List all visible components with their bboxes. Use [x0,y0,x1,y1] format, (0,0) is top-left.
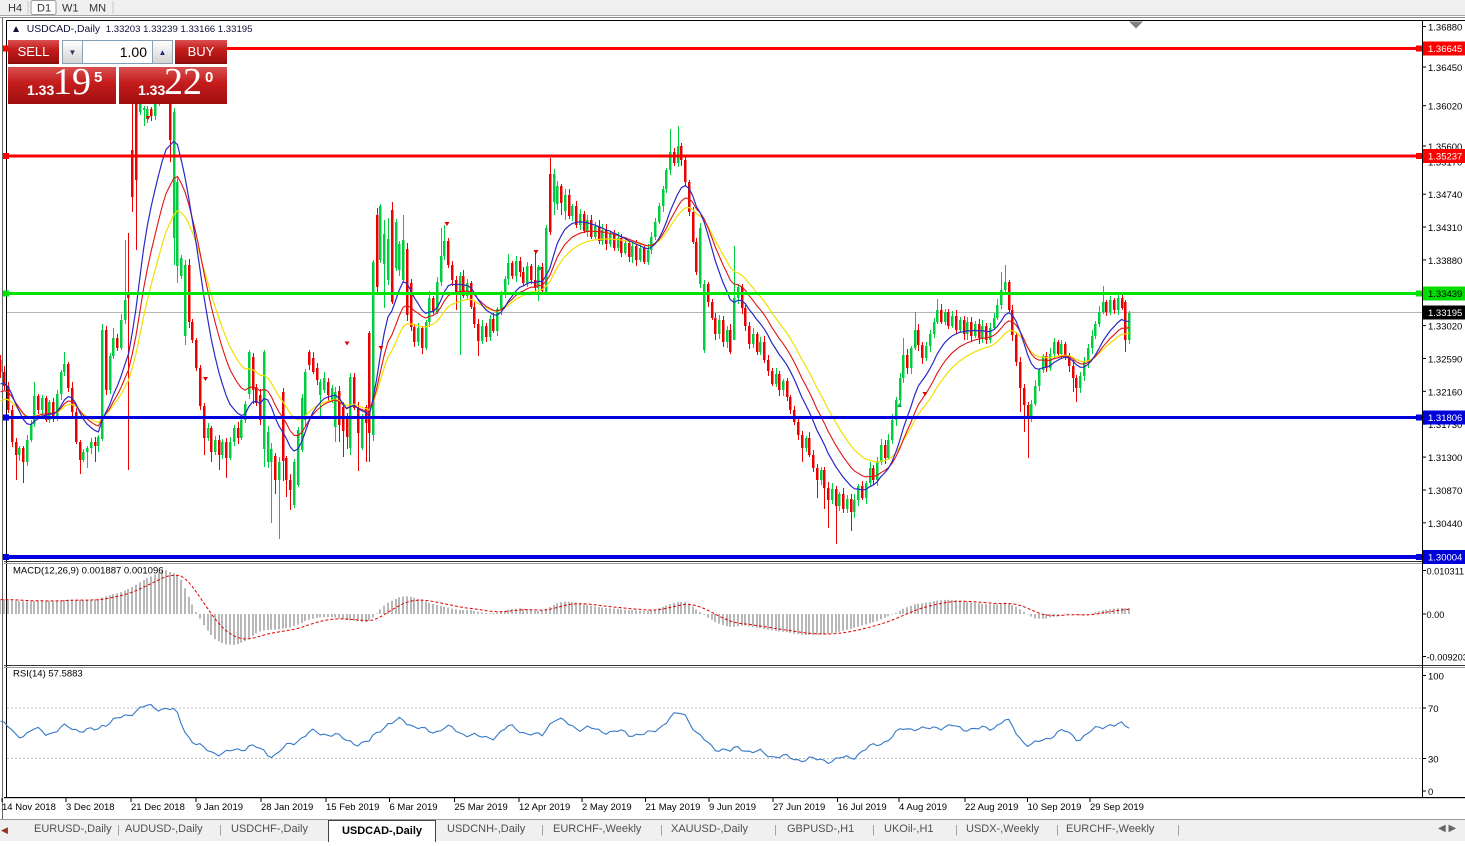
svg-text:1.34740: 1.34740 [1428,190,1462,201]
svg-text:1.33439: 1.33439 [1428,289,1462,300]
svg-text:MACD(12,26,9) 0.001887 0.00109: MACD(12,26,9) 0.001887 0.001096 [13,566,164,577]
svg-text:21 May 2019: 21 May 2019 [646,802,701,813]
svg-text:1.31300: 1.31300 [1428,453,1462,464]
svg-text:1.31806: 1.31806 [1428,413,1462,424]
svg-text:22 Aug 2019: 22 Aug 2019 [965,802,1018,813]
svg-text:0.00: 0.00 [1427,610,1445,620]
svg-text:1.30440: 1.30440 [1428,519,1462,530]
svg-text:-0.009203: -0.009203 [1427,653,1465,663]
svg-text:14 Nov 2018: 14 Nov 2018 [2,802,56,813]
svg-text:1.33020: 1.33020 [1428,322,1462,333]
svg-text:RSI(14) 57.5883: RSI(14) 57.5883 [13,669,83,680]
svg-text:70: 70 [1428,704,1439,715]
svg-text:2 May 2019: 2 May 2019 [582,802,632,813]
svg-text:100: 100 [1428,672,1444,683]
svg-text:6 Mar 2019: 6 Mar 2019 [390,802,438,813]
svg-text:1.36880: 1.36880 [1428,23,1462,34]
svg-text:12 Apr 2019: 12 Apr 2019 [519,802,570,813]
svg-text:1.30004: 1.30004 [1428,553,1462,564]
svg-text:1.32590: 1.32590 [1428,355,1462,366]
svg-text:▲ USDCAD-,Daily 1.33203 1.33: ▲ USDCAD-,Daily 1.33203 1.33239 1.33166 … [11,24,252,35]
svg-text:0.010311: 0.010311 [1427,567,1465,577]
svg-text:1.36645: 1.36645 [1428,44,1462,55]
svg-text:1.32160: 1.32160 [1428,387,1462,398]
svg-text:9 Jan 2019: 9 Jan 2019 [196,802,243,813]
svg-text:28 Jan 2019: 28 Jan 2019 [261,802,313,813]
svg-text:1.33880: 1.33880 [1428,256,1462,267]
svg-text:21 Dec 2018: 21 Dec 2018 [131,802,185,813]
svg-text:29 Sep 2019: 29 Sep 2019 [1090,802,1144,813]
svg-text:10 Sep 2019: 10 Sep 2019 [1028,802,1082,813]
svg-text:1.36020: 1.36020 [1428,102,1462,113]
svg-text:1.30870: 1.30870 [1428,486,1462,497]
svg-text:4 Aug 2019: 4 Aug 2019 [899,802,947,813]
svg-text:0: 0 [1428,787,1433,798]
svg-text:3 Dec 2018: 3 Dec 2018 [66,802,115,813]
svg-text:1.33195: 1.33195 [1428,308,1462,319]
svg-text:1.36450: 1.36450 [1428,63,1462,74]
svg-text:9 Jun 2019: 9 Jun 2019 [709,802,756,813]
svg-text:H4: H4 [8,3,22,15]
svg-text:W1: W1 [62,3,79,15]
svg-text:D1: D1 [37,3,51,15]
svg-text:1.34310: 1.34310 [1428,223,1462,234]
svg-text:16 Jul 2019: 16 Jul 2019 [838,802,887,813]
svg-text:MN: MN [89,3,106,15]
svg-text:27 Jun 2019: 27 Jun 2019 [773,802,825,813]
svg-text:1.35237: 1.35237 [1428,152,1462,163]
svg-text:30: 30 [1428,755,1439,766]
svg-text:15 Feb 2019: 15 Feb 2019 [326,802,379,813]
svg-text:25 Mar 2019: 25 Mar 2019 [455,802,508,813]
